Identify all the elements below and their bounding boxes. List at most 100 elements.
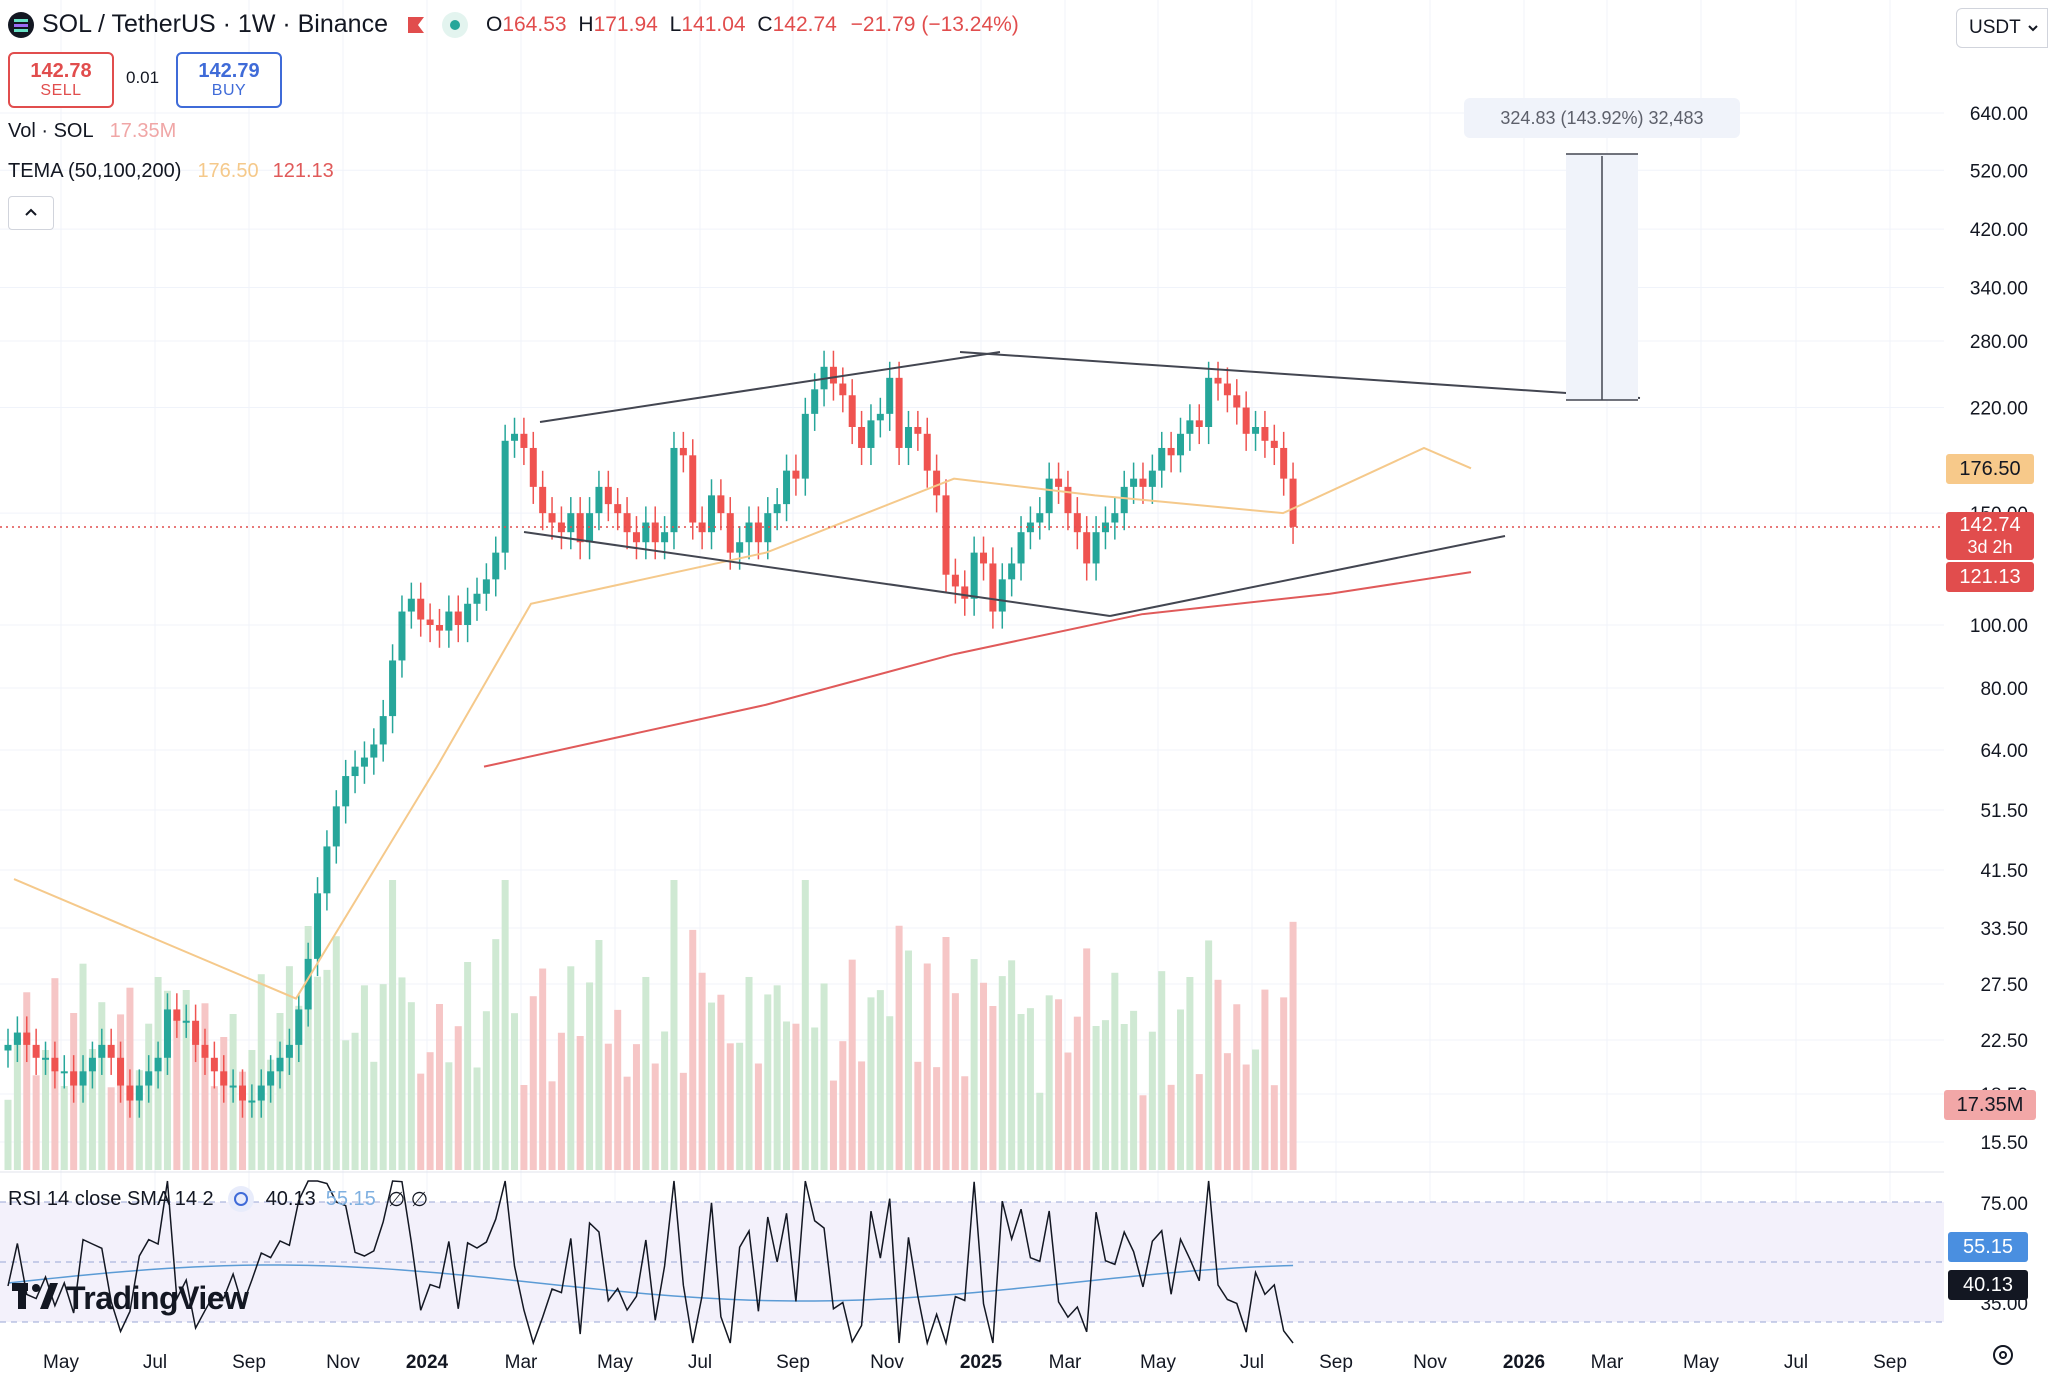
time-tick-label: Sep (1319, 1352, 1353, 1373)
axes: 640.00520.00420.00340.00280.00220.00150.… (43, 104, 2028, 1373)
volume-price-tag: 17.35M (1944, 1090, 2036, 1120)
volume-bar (435, 1004, 443, 1170)
candle-body (88, 1057, 96, 1072)
volume-bar (1092, 1026, 1100, 1170)
volume-bar (1280, 997, 1288, 1170)
volume-bar (914, 1061, 922, 1170)
candle-body (276, 1057, 284, 1072)
volume-bar (107, 1087, 115, 1170)
volume-bar (876, 990, 884, 1170)
tema-fast-line (13, 446, 1472, 1000)
volume-bar (801, 880, 809, 1170)
time-tick-label: 2024 (406, 1352, 449, 1373)
rsi-value: 40.13 (265, 1187, 316, 1210)
sell-price: 142.78 (30, 60, 92, 82)
tradingview-logo[interactable]: TradingView (12, 1280, 249, 1317)
candle-body (989, 563, 997, 612)
currency-selector[interactable]: USDT (1956, 8, 2048, 48)
volume-bar (980, 982, 988, 1170)
price-tick-label: 33.50 (1980, 919, 2028, 940)
volume-bar (276, 1013, 284, 1170)
time-tick-label: Mar (505, 1352, 538, 1373)
rsi-line (7, 1180, 1294, 1346)
volume-legend[interactable]: Vol · SOL 17.35M (8, 120, 176, 143)
volume-bar (1289, 921, 1297, 1170)
rsi-pane (0, 1171, 1944, 1346)
price-tick-label: 420.00 (1970, 220, 2028, 241)
settings-icon[interactable] (1990, 1342, 2016, 1373)
volume-bar (1148, 1031, 1156, 1170)
volume-bar (839, 1041, 847, 1170)
volume-bar (679, 1072, 687, 1170)
candle-body (323, 846, 331, 894)
candle-body (1205, 377, 1213, 427)
time-tick-label: May (1683, 1352, 1719, 1373)
time-tick-label: Nov (326, 1352, 360, 1373)
tema-legend[interactable]: TEMA (50,100,200) 176.50 121.13 (8, 160, 334, 183)
candle-body (1008, 563, 1016, 580)
volume-bar (1101, 1020, 1109, 1170)
volume-bar (745, 976, 753, 1170)
candle-body (1214, 377, 1222, 384)
close-label: C (757, 12, 773, 36)
market-status-icon[interactable] (441, 11, 468, 38)
candle-body (360, 757, 368, 767)
candle-body (858, 426, 866, 448)
candle-body (1083, 532, 1091, 564)
volume-bar (332, 936, 340, 1170)
price-tick-label: 340.00 (1970, 278, 2028, 299)
legend-header: SOL / TetherUS · 1W · Binance O164.53 H1… (8, 10, 1019, 39)
candle-body (529, 447, 537, 487)
sell-button[interactable]: 142.78 SELL (8, 52, 114, 108)
price-tick-label: 22.50 (1980, 1031, 2028, 1052)
volume-bar (1167, 1084, 1175, 1170)
volume-bar (173, 1018, 181, 1170)
volume-bar (13, 1039, 21, 1170)
volume-bar (989, 1006, 997, 1170)
volume-bar (1214, 979, 1222, 1170)
buy-button[interactable]: 142.79 BUY (176, 52, 282, 108)
candle-body (1289, 478, 1297, 527)
flag-icon[interactable] (406, 15, 426, 35)
volume-bar (182, 990, 190, 1170)
volume-bar (1008, 960, 1016, 1170)
time-tick-label: 2025 (960, 1352, 1003, 1373)
candle-body (239, 1085, 246, 1101)
chevron-up-icon (24, 204, 38, 222)
drawings (0, 153, 1944, 617)
volume-bar (970, 959, 978, 1170)
symbol-title[interactable]: SOL / TetherUS · 1W · Binance (42, 10, 388, 38)
volume-bar (754, 1063, 762, 1170)
candle-body (745, 522, 753, 543)
volume-bar (1130, 1010, 1138, 1170)
candle-body (1092, 532, 1100, 564)
candle-body (398, 611, 406, 661)
candle-body (1111, 513, 1119, 523)
candle-body (51, 1057, 59, 1072)
candle-body (1064, 486, 1072, 514)
collapse-legend-button[interactable] (8, 196, 54, 230)
rsi-legend[interactable]: RSI 14 close SMA 14 2 40.13 55.15 ∅ ∅ (8, 1186, 428, 1212)
buy-label: BUY (211, 82, 247, 99)
volume-bar (342, 1040, 350, 1170)
symbol-logo-icon[interactable] (8, 11, 34, 38)
candle-body (614, 504, 622, 514)
volume-bar (201, 1003, 209, 1170)
candle-body (651, 522, 659, 543)
volume-bar (220, 1037, 228, 1170)
price-tick-label: 640.00 (1970, 104, 2028, 125)
time-tick-label: Mar (1049, 1352, 1082, 1373)
volume-bar (370, 1061, 378, 1170)
rsi-settings-icon[interactable] (227, 1186, 254, 1212)
volume-bar (135, 1070, 143, 1170)
candle-body (679, 447, 687, 456)
candle-body (332, 806, 340, 847)
volume-bar (323, 969, 331, 1170)
candle-body (257, 1085, 265, 1101)
candle-body (1158, 447, 1166, 471)
candle-body (342, 776, 350, 807)
measure-label[interactable]: 324.83 (143.92%) 32,483 (1464, 98, 1740, 138)
candle-body (60, 1071, 68, 1074)
volume-bar (454, 1026, 462, 1170)
